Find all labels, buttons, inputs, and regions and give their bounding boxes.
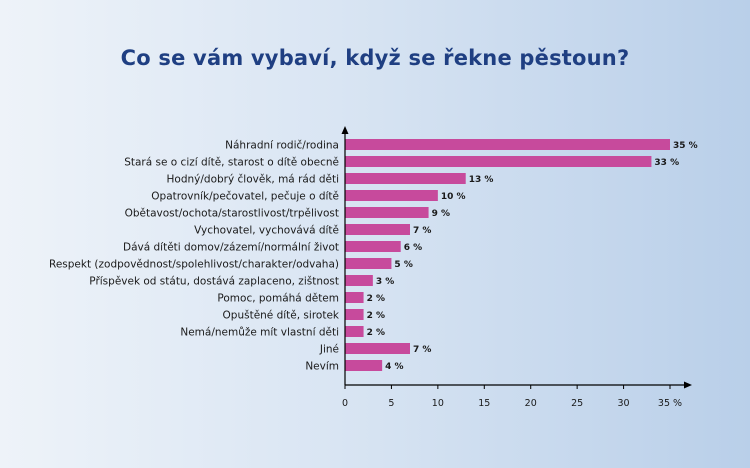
bar — [345, 173, 466, 184]
x-tick-label: 15 — [478, 398, 490, 409]
x-axis-arrow — [684, 381, 692, 389]
x-tick-label: 5 — [388, 398, 394, 409]
category-label: Jiné — [319, 343, 339, 355]
data-label: 2 % — [367, 294, 385, 304]
category-label: Obětavost/ochota/starostlivost/trpělivos… — [125, 207, 339, 219]
data-label: 35 % — [673, 141, 698, 151]
data-label: 10 % — [441, 192, 466, 202]
bar — [345, 309, 364, 320]
bar — [345, 156, 652, 167]
x-tick-label: 35 % — [658, 398, 682, 409]
bar — [345, 292, 364, 303]
y-axis-arrow — [341, 126, 349, 134]
x-tick-label: 30 — [618, 398, 630, 409]
bar — [345, 275, 373, 286]
data-label: 9 % — [432, 209, 450, 219]
bar — [345, 224, 410, 235]
data-label: 33 % — [654, 158, 679, 168]
data-label: 2 % — [367, 328, 385, 338]
chart-title: Co se vám vybaví, když se řekne pěstoun? — [120, 46, 630, 70]
data-label: 6 % — [404, 243, 422, 253]
data-label: 3 % — [376, 277, 394, 287]
category-label: Náhradní rodič/rodina — [225, 139, 339, 151]
category-label: Dává dítěti domov/zázemí/normální život — [123, 241, 339, 253]
category-label: Respekt (zodpovědnost/spolehlivost/chara… — [49, 258, 339, 270]
bar — [345, 343, 410, 354]
category-label: Nevím — [305, 360, 339, 372]
bar — [345, 258, 392, 269]
category-label: Příspěvek od státu, dostává zaplaceno, z… — [89, 275, 339, 287]
category-label: Hodný/dobrý člověk, má rád děti — [167, 173, 339, 185]
bar — [345, 326, 364, 337]
data-label: 13 % — [469, 175, 494, 185]
x-tick-label: 20 — [525, 398, 537, 409]
category-label: Opatrovník/pečovatel, pečuje o dítě — [151, 190, 339, 202]
x-tick-label: 25 — [571, 398, 583, 409]
category-label: Nemá/nemůže mít vlastní děti — [180, 326, 339, 338]
bar — [345, 190, 438, 201]
bar — [345, 207, 429, 218]
category-label: Opuštěné dítě, sirotek — [223, 309, 340, 321]
data-label: 5 % — [394, 260, 412, 270]
bar — [345, 360, 383, 371]
x-tick-label: 10 — [432, 398, 444, 409]
data-label: 4 % — [385, 362, 403, 372]
category-label: Vychovatel, vychovává dítě — [194, 224, 339, 236]
data-label: 7 % — [413, 226, 431, 236]
category-label: Pomoc, pomáhá dětem — [217, 292, 339, 304]
x-tick-label: 0 — [342, 398, 348, 409]
bar — [345, 139, 670, 150]
category-label: Stará se o cizí dítě, starost o dítě obe… — [124, 156, 339, 168]
data-label: 2 % — [367, 311, 385, 321]
data-label: 7 % — [413, 345, 431, 355]
bar — [345, 241, 401, 252]
